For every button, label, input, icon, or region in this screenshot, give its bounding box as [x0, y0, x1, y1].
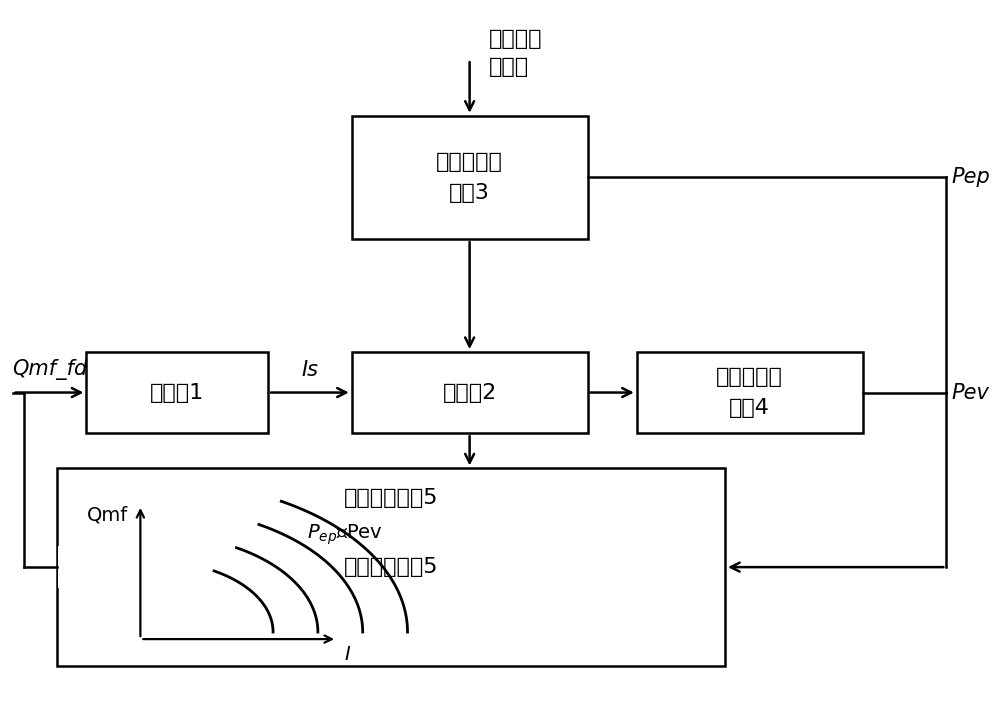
- Text: Pev: Pev: [951, 383, 989, 402]
- Text: 感器3: 感器3: [449, 183, 490, 203]
- Bar: [352, 116, 588, 239]
- Text: 阀前油压传: 阀前油压传: [436, 151, 503, 171]
- Text: 高压油: 高压油: [489, 57, 529, 77]
- Text: 燃油流量解算5: 燃油流量解算5: [344, 557, 438, 577]
- Text: 感器4: 感器4: [729, 398, 770, 418]
- Text: $\mathit{P_{ep}}$、Pev: $\mathit{P_{ep}}$、Pev: [307, 523, 383, 547]
- Bar: [637, 352, 863, 433]
- Text: 控制器1: 控制器1: [150, 383, 204, 402]
- Text: 伺服阀2: 伺服阀2: [442, 383, 497, 402]
- Bar: [86, 352, 268, 433]
- Bar: [58, 546, 724, 588]
- Bar: [57, 469, 725, 666]
- Text: 涡轮泵后: 涡轮泵后: [489, 28, 543, 48]
- Text: Qmf: Qmf: [87, 505, 129, 524]
- Text: I: I: [345, 645, 351, 664]
- Text: Is: Is: [301, 360, 318, 380]
- Text: 燃油流量解算5: 燃油流量解算5: [344, 488, 438, 508]
- Bar: [352, 352, 588, 433]
- Text: 阀后油压传: 阀后油压传: [716, 367, 783, 387]
- Text: Qmf_fd: Qmf_fd: [13, 359, 88, 380]
- Text: Pep: Pep: [951, 167, 990, 188]
